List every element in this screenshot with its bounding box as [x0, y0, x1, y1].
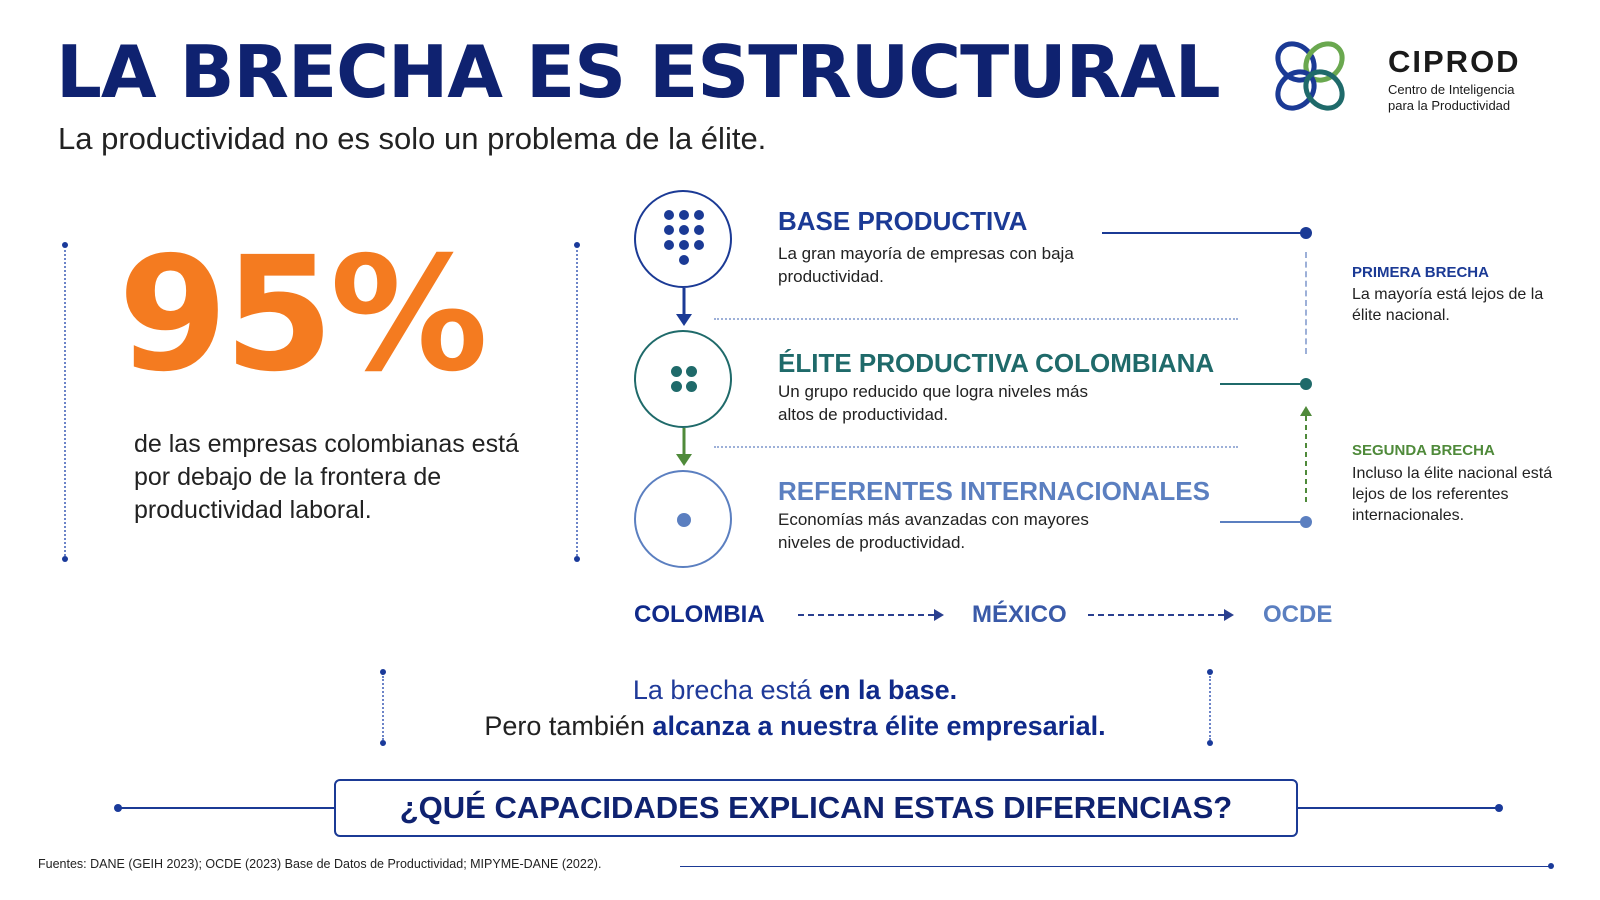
message-bold: alcanza a nuestra élite empresarial. — [652, 711, 1106, 741]
arrow-down-icon — [676, 428, 692, 466]
gap-desc-1: La mayoría está lejos de la élite nacion… — [1352, 286, 1544, 324]
level-desc-base: La gran mayoría de empresas con baja pro… — [778, 244, 1074, 286]
logo-subtitle-line1: Centro de Inteligencia — [1388, 82, 1515, 97]
divider-dot — [62, 556, 68, 562]
country-colombia: COLOMBIA — [634, 601, 765, 628]
gap-title-1: PRIMERA BRECHA — [1352, 264, 1489, 281]
msg-divider-right — [1209, 676, 1211, 740]
arrow-right-icon — [1224, 609, 1234, 621]
elite-productiva-circle — [634, 330, 732, 428]
ciprod-logo: CIPROD Centro de Inteligencia para la Pr… — [1275, 40, 1600, 120]
connector-dot — [1300, 516, 1312, 528]
cta-line-right — [1298, 807, 1498, 809]
logo-subtitle: Centro de Inteligencia para la Productiv… — [1388, 82, 1514, 114]
level-title-base: BASE PRODUCTIVA — [778, 206, 1028, 236]
divider-dot — [380, 669, 386, 675]
stat-description: de las empresas colombianas está por deb… — [134, 430, 519, 524]
country-mexico: MÉXICO — [972, 601, 1067, 628]
cta-line-left — [118, 807, 334, 809]
arrow-down-icon — [676, 288, 692, 326]
butterfly-logo-icon — [1275, 41, 1345, 111]
dashed-arrow — [1088, 614, 1224, 616]
divider-dot — [1548, 863, 1554, 869]
divider-dot — [380, 740, 386, 746]
divider-dot — [1495, 804, 1503, 812]
divider-dot — [1207, 669, 1213, 675]
connector-elite — [1220, 383, 1302, 385]
left-divider — [64, 250, 66, 556]
message-bold: en la base. — [819, 675, 958, 705]
divider-dot — [1207, 740, 1213, 746]
connector-dot — [1300, 227, 1312, 239]
divider-dot — [62, 242, 68, 248]
connector-referentes — [1220, 521, 1302, 523]
separator — [714, 318, 1238, 320]
divider-dot — [574, 242, 580, 248]
msg-divider-left — [382, 676, 384, 740]
level-title-referentes: REFERENTES INTERNACIONALES — [778, 476, 1210, 506]
separator — [714, 446, 1238, 448]
dashed-arrow — [798, 614, 934, 616]
gap-indicator-1 — [1305, 252, 1307, 354]
page-subtitle: La productividad no es solo un problema … — [58, 121, 767, 156]
cta-question-box: ¿QUÉ CAPACIDADES EXPLICAN ESTAS DIFERENC… — [334, 779, 1298, 837]
connector-base — [1102, 232, 1302, 234]
referentes-circle — [634, 470, 732, 568]
page-title: LA BRECHA ES ESTRUCTURAL — [56, 30, 1221, 114]
sources-footnote: Fuentes: DANE (GEIH 2023); OCDE (2023) B… — [38, 857, 602, 871]
message-plain: La brecha está — [632, 675, 820, 705]
divider-dot — [114, 804, 122, 812]
gap-desc-2: Incluso la élite nacional está lejos de … — [1352, 465, 1553, 524]
single-dot-icon — [677, 513, 691, 527]
connector-dot — [1300, 378, 1312, 390]
arrow-right-icon — [934, 609, 944, 621]
level-desc-elite: Un grupo reducido que logra niveles más … — [778, 382, 1088, 424]
footer-line — [680, 866, 1550, 867]
key-message-line2: Pero también alcanza a nuestra élite emp… — [390, 708, 1200, 744]
center-divider — [576, 250, 578, 556]
key-message: La brecha está en la base. Pero también … — [390, 672, 1200, 744]
message-plain: Pero también — [484, 711, 653, 741]
divider-dot — [574, 556, 580, 562]
stat-value: 95% — [118, 223, 488, 407]
base-productiva-circle — [634, 190, 732, 288]
logo-name: CIPROD — [1388, 44, 1521, 79]
logo-subtitle-line2: para la Productividad — [1388, 98, 1511, 113]
level-title-elite: ÉLITE PRODUCTIVA COLOMBIANA — [778, 348, 1215, 378]
arrow-up-icon — [1300, 406, 1312, 504]
country-ocde: OCDE — [1263, 601, 1333, 628]
level-desc-referentes: Economías más avanzadas con mayores nive… — [778, 510, 1089, 552]
gap-title-2: SEGUNDA BRECHA — [1352, 442, 1495, 459]
key-message-line1: La brecha está en la base. — [390, 672, 1200, 708]
